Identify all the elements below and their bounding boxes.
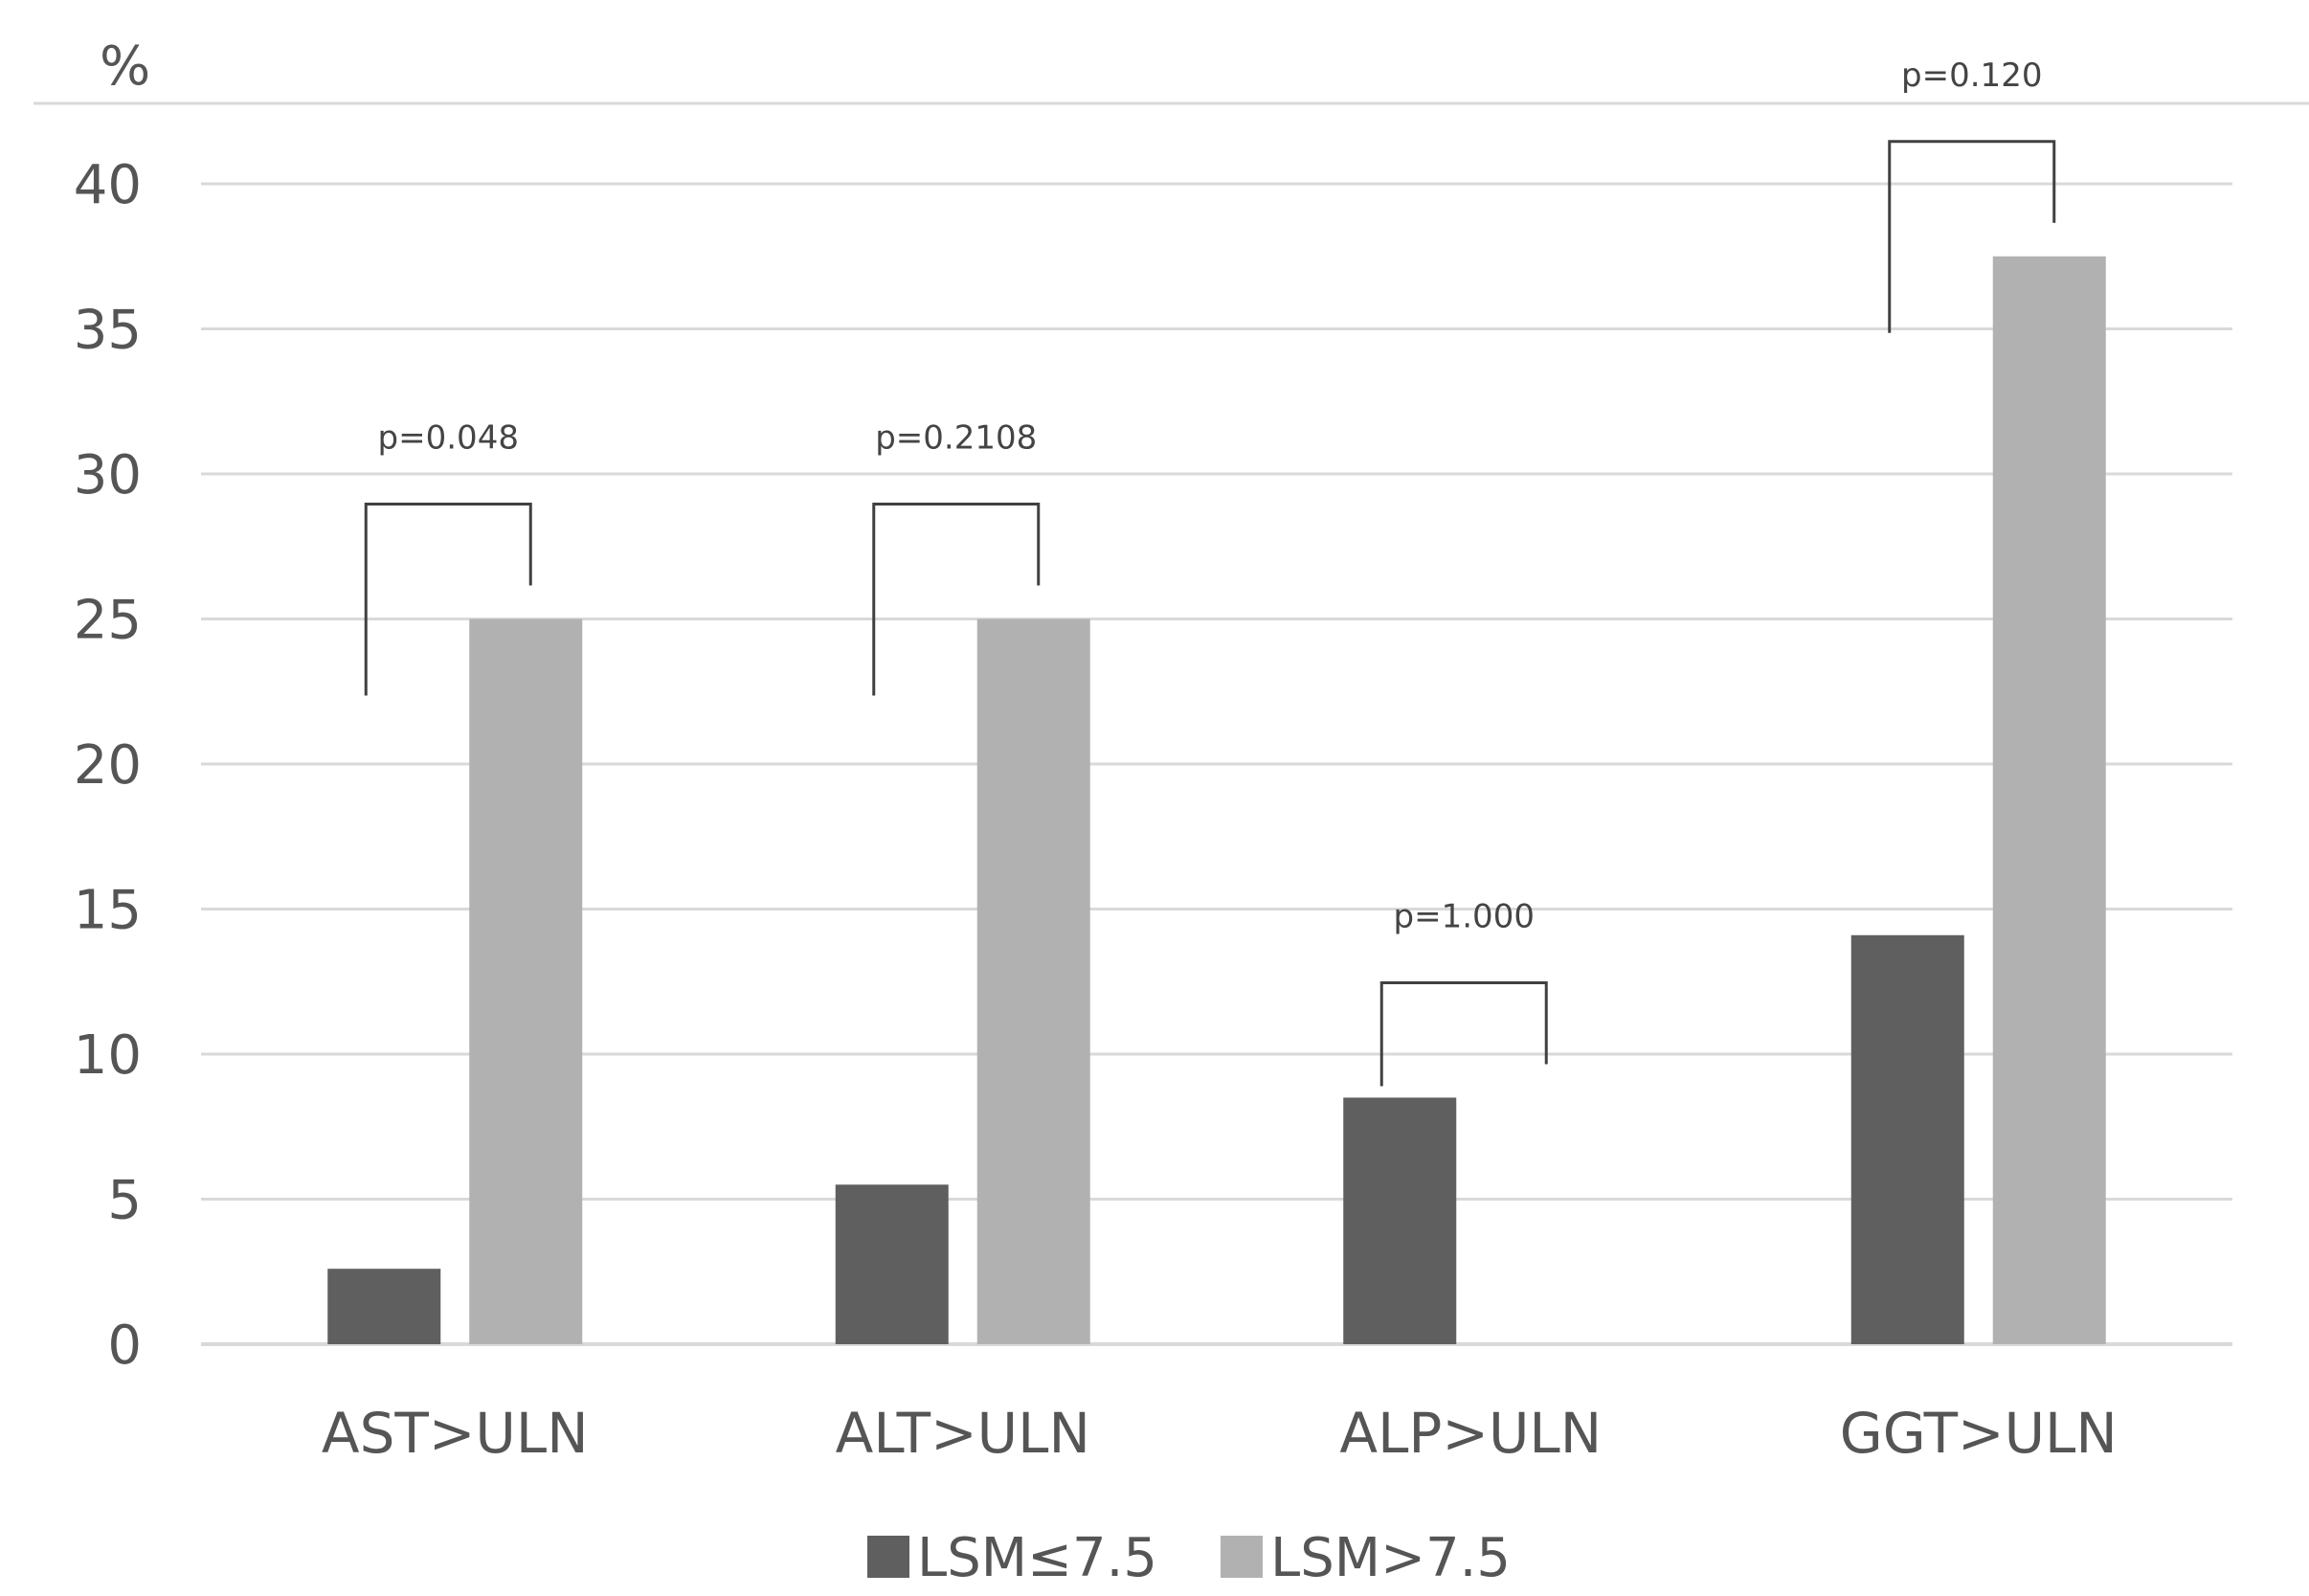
legend-swatch	[1221, 1536, 1263, 1578]
legend-swatch	[867, 1536, 909, 1578]
y-axis-ticks: 0 5 10 15 20 25 30 35 40	[74, 154, 142, 1377]
y-tick-label: 10	[74, 1024, 142, 1087]
bar	[1992, 256, 2106, 1344]
p-value-bracket	[1379, 980, 1548, 1087]
y-tick-label: 40	[74, 154, 142, 216]
y-tick-label: 30	[74, 444, 142, 506]
bar	[1343, 1097, 1457, 1344]
category-label: ALT>ULN	[836, 1401, 1090, 1466]
bars	[327, 256, 2106, 1344]
y-tick-label: 20	[74, 734, 142, 797]
category-label: ALP>ULN	[1339, 1401, 1602, 1466]
p-value-label: p=0.2108	[875, 419, 1037, 458]
category-label: AST>ULN	[322, 1401, 589, 1466]
bar	[327, 1269, 441, 1344]
p-value-label: p=0.120	[1901, 56, 2042, 95]
bar	[976, 618, 1090, 1344]
y-tick-label: 15	[74, 880, 142, 942]
p-value-bracket	[364, 503, 532, 696]
legend: LSM≤7.5 LSM>7.5	[867, 1527, 1511, 1589]
bar	[469, 618, 583, 1344]
p-value-label: p=0.048	[378, 419, 519, 458]
y-tick-label: 5	[107, 1170, 142, 1232]
legend-label: LSM>7.5	[1270, 1527, 1511, 1589]
x-axis-category-labels: AST>ULN ALT>ULN ALP>ULN GGT>ULN	[322, 1401, 2118, 1466]
p-value-bracket	[872, 503, 1041, 696]
bar	[1850, 934, 1964, 1344]
y-axis-unit-label: %	[100, 35, 150, 98]
bar	[835, 1184, 949, 1344]
y-tick-label: 25	[74, 590, 142, 652]
p-value-annotations: p=0.048 p=0.2108 p=1.000 p=0.120	[364, 56, 2056, 1087]
p-value-label: p=1.000	[1394, 897, 1535, 935]
y-tick-label: 0	[107, 1315, 142, 1377]
legend-label: LSM≤7.5	[917, 1527, 1157, 1589]
category-label: GGT>ULN	[1840, 1401, 2118, 1466]
y-tick-label: 35	[74, 300, 142, 362]
p-value-bracket	[1888, 140, 2056, 333]
